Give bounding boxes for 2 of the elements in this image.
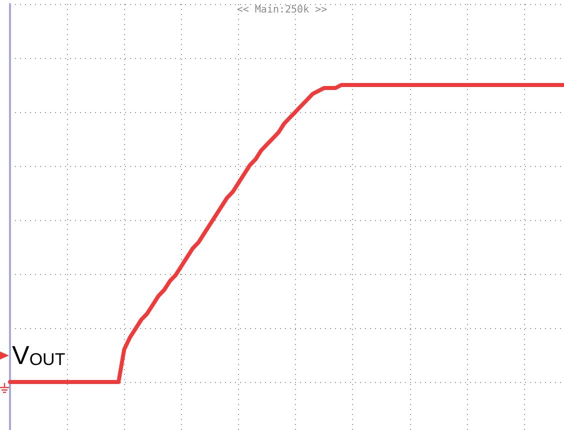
legend-label: VOUT [12, 340, 66, 370]
chart-title: << Main:250k >> [236, 4, 328, 16]
